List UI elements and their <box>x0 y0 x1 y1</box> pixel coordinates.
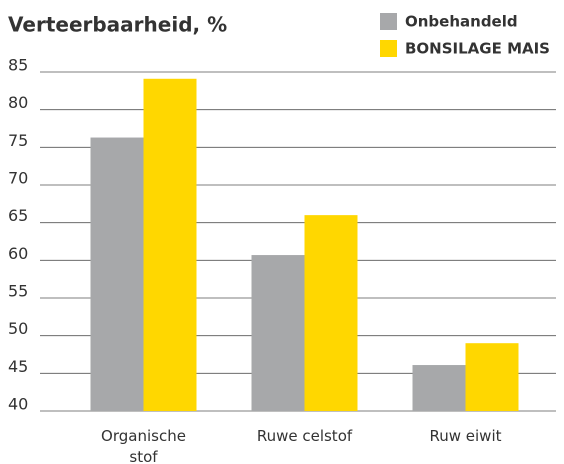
bar <box>465 343 519 411</box>
y-tick-label: 50 <box>8 319 28 338</box>
bar <box>412 365 466 411</box>
legend-swatch <box>380 13 397 30</box>
bar <box>143 78 197 411</box>
chart-title: Verteerbaarheid, % <box>8 13 227 37</box>
legend-label: BONSILAGE MAIS <box>405 40 550 58</box>
y-tick-label: 40 <box>8 395 28 414</box>
legend-swatch <box>380 40 397 57</box>
x-tick-label: Ruwe celstof <box>256 427 353 445</box>
bar <box>251 255 305 411</box>
x-tick-label: Organische stof <box>101 427 186 464</box>
x-tick-label: Ruw eiwit <box>429 427 502 445</box>
y-tick-label: 70 <box>8 169 28 188</box>
y-tick-label: 60 <box>8 244 28 263</box>
legend-label: Onbehandeld <box>405 13 518 31</box>
y-tick-label: 55 <box>8 282 28 301</box>
bar <box>304 215 358 411</box>
y-tick-label: 65 <box>8 206 28 225</box>
y-tick-label: 45 <box>8 357 28 376</box>
y-tick-label: 85 <box>8 56 28 75</box>
y-tick-label: 75 <box>8 131 28 150</box>
y-tick-label: 80 <box>8 93 28 112</box>
bar <box>90 137 144 412</box>
